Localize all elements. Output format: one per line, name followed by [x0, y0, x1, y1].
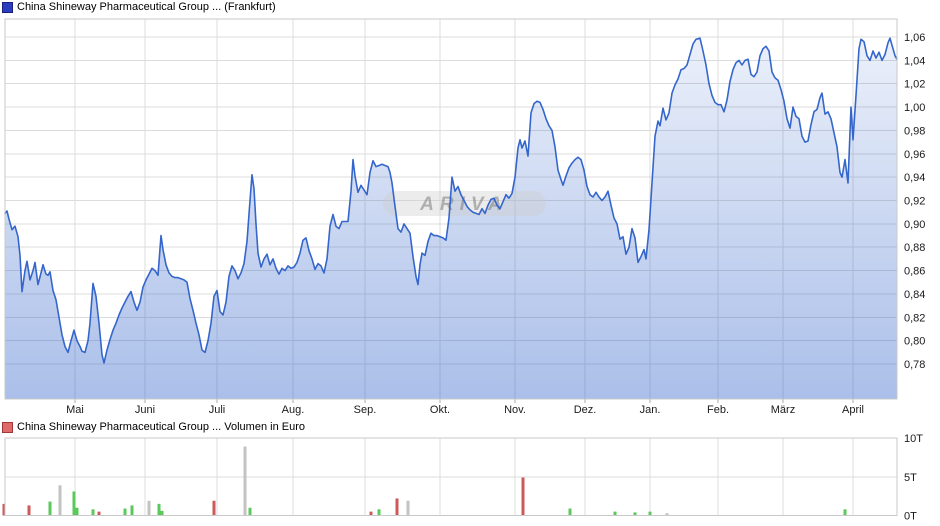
volume-y-tick-label: 5T — [904, 472, 917, 484]
volume-legend: China Shineway Pharmaceutical Group ... … — [2, 421, 305, 433]
price-y-tick-label: 1,02 — [904, 79, 925, 91]
watermark-text: ARIVA — [419, 194, 508, 215]
volume-bar — [613, 511, 617, 516]
volume-bar — [369, 511, 373, 516]
price-chart-title: China Shineway Pharmaceutical Group ... … — [17, 1, 276, 13]
price-y-tick-label: 0,90 — [904, 219, 925, 231]
volume-bar — [147, 500, 151, 516]
volume-bar — [75, 507, 79, 516]
price-y-tick-label: 0,80 — [904, 336, 925, 348]
volume-y-tick-label: 0T — [904, 511, 917, 523]
price-y-tick-label: 0,78 — [904, 359, 925, 371]
price-y-tick-label: 0,84 — [904, 289, 925, 301]
price-y-tick-label: 0,86 — [904, 266, 925, 278]
volume-bar — [395, 498, 399, 516]
volume-bar — [568, 508, 572, 516]
volume-bar — [633, 512, 637, 516]
volume-bar — [97, 511, 101, 516]
price-x-tick-label: Aug. — [282, 404, 305, 416]
price-y-tick-label: 1,06 — [904, 32, 925, 44]
volume-bar — [243, 446, 247, 516]
price-y-tick-label: 1,04 — [904, 55, 925, 67]
price-y-axis-labels: 1,06 1,04 1,02 1,00 0,98 0,96 0,94 0,92 0,90 0,88… — [904, 32, 925, 371]
price-y-tick-label: 0,94 — [904, 172, 925, 184]
volume-bar — [665, 513, 669, 516]
volume-bar — [27, 505, 31, 516]
price-x-tick-label: Nov. — [504, 404, 526, 416]
price-x-tick-label: Juli — [209, 404, 226, 416]
volume-bar — [2, 503, 6, 516]
volume-plot-border — [4, 437, 898, 516]
price-x-tick-label: Dez. — [574, 404, 597, 416]
price-plot-border — [4, 18, 898, 400]
volume-bar — [72, 491, 76, 516]
price-y-tick-label: 1,00 — [904, 102, 925, 114]
volume-bar — [377, 509, 381, 516]
price-x-tick-label: März — [771, 404, 795, 416]
price-y-tick-label: 0,88 — [904, 242, 925, 254]
volume-bar — [130, 505, 134, 516]
volume-y-tick-label: 10T — [904, 433, 923, 445]
price-x-tick-label: Jan. — [640, 404, 661, 416]
volume-bar — [648, 511, 652, 516]
price-line — [4, 37, 898, 364]
price-area-fill — [5, 38, 897, 399]
volume-chart-title: China Shineway Pharmaceutical Group ... … — [17, 421, 305, 433]
volume-grid — [5, 437, 897, 516]
price-y-tick-label: 0,82 — [904, 312, 925, 324]
price-y-tick-label: 0,96 — [904, 149, 925, 161]
volume-bar — [48, 501, 52, 516]
volume-bar — [521, 477, 525, 516]
price-legend-swatch-icon — [2, 1, 13, 13]
price-x-tick-label: Feb. — [707, 404, 729, 416]
price-x-tick-label: Mai — [66, 404, 84, 416]
price-y-tick-label: 0,92 — [904, 196, 925, 208]
volume-bars — [2, 446, 847, 516]
volume-bar — [843, 509, 847, 516]
volume-legend-swatch-icon — [2, 421, 13, 433]
price-x-tick-label: April — [842, 404, 864, 416]
price-legend: China Shineway Pharmaceutical Group ... … — [2, 1, 276, 13]
volume-bar — [406, 500, 410, 516]
price-x-tick-label: Okt. — [430, 404, 450, 416]
volume-bar — [157, 503, 161, 516]
volume-y-axis-labels: 10T 5T 0T — [904, 433, 923, 523]
price-x-tick-label: Sep. — [354, 404, 377, 416]
price-x-tick-label: Juni — [135, 404, 155, 416]
volume-bar — [91, 509, 95, 516]
volume-bar — [212, 500, 216, 516]
price-y-tick-label: 0,98 — [904, 125, 925, 137]
volume-bar — [248, 507, 252, 516]
watermark: ARIVA — [383, 191, 546, 216]
volume-bar — [123, 508, 127, 516]
price-x-axis-labels: Mai Juni Juli Aug. Sep. Okt. Nov. Dez. Jan. Feb. M… — [66, 404, 864, 416]
volume-bar — [160, 510, 164, 516]
volume-bar — [58, 485, 62, 516]
